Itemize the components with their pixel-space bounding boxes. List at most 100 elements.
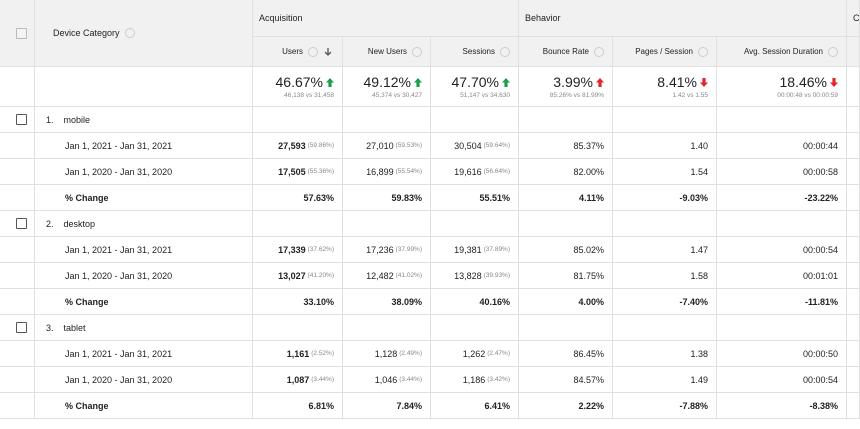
summary-value: 3.99%: [553, 74, 593, 90]
column-label[interactable]: Pages / Session: [635, 47, 693, 56]
empty-cell: [613, 211, 717, 237]
cell-share: (2.52%): [311, 350, 334, 357]
row-select: [0, 315, 35, 341]
cell-share: (37.62%): [307, 246, 334, 253]
column-label[interactable]: Avg. Session Duration: [743, 47, 823, 56]
column-label[interactable]: Sessions: [462, 47, 495, 56]
row-spacer: [0, 289, 35, 315]
cell-value: 00:00:50: [802, 348, 838, 359]
empty-cell: [717, 211, 847, 237]
data-cell: -23.22%: [717, 185, 847, 211]
cut-cell: [847, 133, 860, 159]
data-cell: 59.83%: [343, 185, 431, 211]
cell-share: (3.44%): [311, 376, 334, 383]
empty-cell: [519, 211, 613, 237]
data-cell: 1,161 (2.52%): [253, 341, 343, 367]
column-header[interactable]: Avg. Session Duration: [717, 37, 847, 67]
column-label[interactable]: New Users: [367, 47, 407, 56]
empty-cell: [343, 211, 431, 237]
data-cell: 1.38: [613, 341, 717, 367]
group-index: 3.: [46, 322, 54, 333]
row-label-text: % Change: [65, 192, 109, 203]
summary-blank: [0, 67, 35, 107]
cell-share: (3.42%): [487, 376, 510, 383]
group-label: 3. tablet: [35, 315, 253, 341]
cell-value: 81.75%: [573, 270, 604, 281]
data-cell: 1.54: [613, 159, 717, 185]
data-cell: 1.49: [613, 367, 717, 393]
cell-value: 4.00%: [578, 296, 604, 307]
empty-cell: [253, 211, 343, 237]
checkbox[interactable]: [16, 27, 27, 39]
group-name[interactable]: desktop: [63, 218, 96, 229]
column-label[interactable]: Bounce Rate: [542, 47, 589, 56]
checkbox[interactable]: [16, 322, 27, 333]
row-label-text: Jan 1, 2020 - Jan 31, 2020: [65, 374, 173, 385]
column-header[interactable]: Users: [253, 37, 343, 67]
cell-value: 38.09%: [391, 296, 422, 307]
cut-cell: [847, 263, 860, 289]
change-arrow: [596, 78, 604, 87]
data-cell: 00:00:44: [717, 133, 847, 159]
data-cell: 82.00%: [519, 159, 613, 185]
cell-value: 19,616: [454, 166, 482, 177]
checkbox[interactable]: [16, 218, 27, 229]
cell-share: (37.89%): [483, 246, 510, 253]
header-cut: [847, 37, 860, 67]
row-label: Jan 1, 2021 - Jan 31, 2021: [35, 237, 253, 263]
group-name[interactable]: mobile: [63, 114, 91, 125]
cell-value: 17,236: [366, 244, 394, 255]
column-group: C: [847, 0, 860, 37]
cell-value: 1.47: [690, 244, 708, 255]
sort-arrow[interactable]: [322, 47, 334, 57]
dimension-header: Device Category: [35, 0, 253, 67]
row-label: % Change: [35, 289, 253, 315]
empty-cell: [717, 315, 847, 341]
row-spacer: [0, 263, 35, 289]
cell-value: 00:00:54: [802, 374, 838, 385]
help-icon: [828, 46, 838, 57]
cell-value: 1,186: [462, 374, 486, 385]
summary-value: 49.12%: [363, 74, 411, 90]
data-cell: 81.75%: [519, 263, 613, 289]
cell-share: (41.20%): [307, 272, 334, 279]
data-cell: 00:00:58: [717, 159, 847, 185]
empty-cell: [519, 107, 613, 133]
cell-value: 30,504: [454, 140, 482, 151]
checkbox[interactable]: [16, 114, 27, 125]
empty-cell: [253, 315, 343, 341]
cell-value: 13,027: [278, 270, 306, 281]
data-cell: 6.41%: [431, 393, 519, 419]
data-cell: 19,381 (37.89%): [431, 237, 519, 263]
summary-blank: [847, 67, 860, 107]
column-header[interactable]: New Users: [343, 37, 431, 67]
cell-share: (39.93%): [483, 272, 510, 279]
column-header[interactable]: Pages / Session: [613, 37, 717, 67]
group-name[interactable]: tablet: [63, 322, 86, 333]
help-icon: [412, 46, 422, 57]
summary-compare: 1.42 vs 1.55: [672, 92, 708, 99]
cut-cell: [847, 341, 860, 367]
cell-value: 85.37%: [573, 140, 604, 151]
data-cell: 00:00:54: [717, 367, 847, 393]
group-label: Behavior: [525, 13, 561, 23]
column-label[interactable]: Users: [282, 47, 303, 56]
row-select: [0, 107, 35, 133]
empty-cell: [253, 107, 343, 133]
help-icon: [124, 28, 135, 38]
summary-cell: 3.99% 85.26% vs 81.99%: [519, 67, 613, 107]
column-header[interactable]: Bounce Rate: [519, 37, 613, 67]
cell-value: 1.58: [690, 270, 708, 281]
summary-compare: 85.26% vs 81.99%: [549, 92, 604, 99]
summary-cell: 47.70% 51,147 vs 34,630: [431, 67, 519, 107]
column-header[interactable]: Sessions: [431, 37, 519, 67]
row-spacer: [0, 185, 35, 211]
summary-compare: 00:00:48 vs 00:00:59: [777, 92, 838, 99]
cell-value: 2.22%: [578, 400, 604, 411]
row-label: Jan 1, 2020 - Jan 31, 2020: [35, 159, 253, 185]
row-spacer: [0, 341, 35, 367]
cell-value: 27,593: [278, 140, 306, 151]
row-label: Jan 1, 2021 - Jan 31, 2021: [35, 133, 253, 159]
cell-value: 33.10%: [303, 296, 334, 307]
change-arrow: [326, 78, 334, 87]
